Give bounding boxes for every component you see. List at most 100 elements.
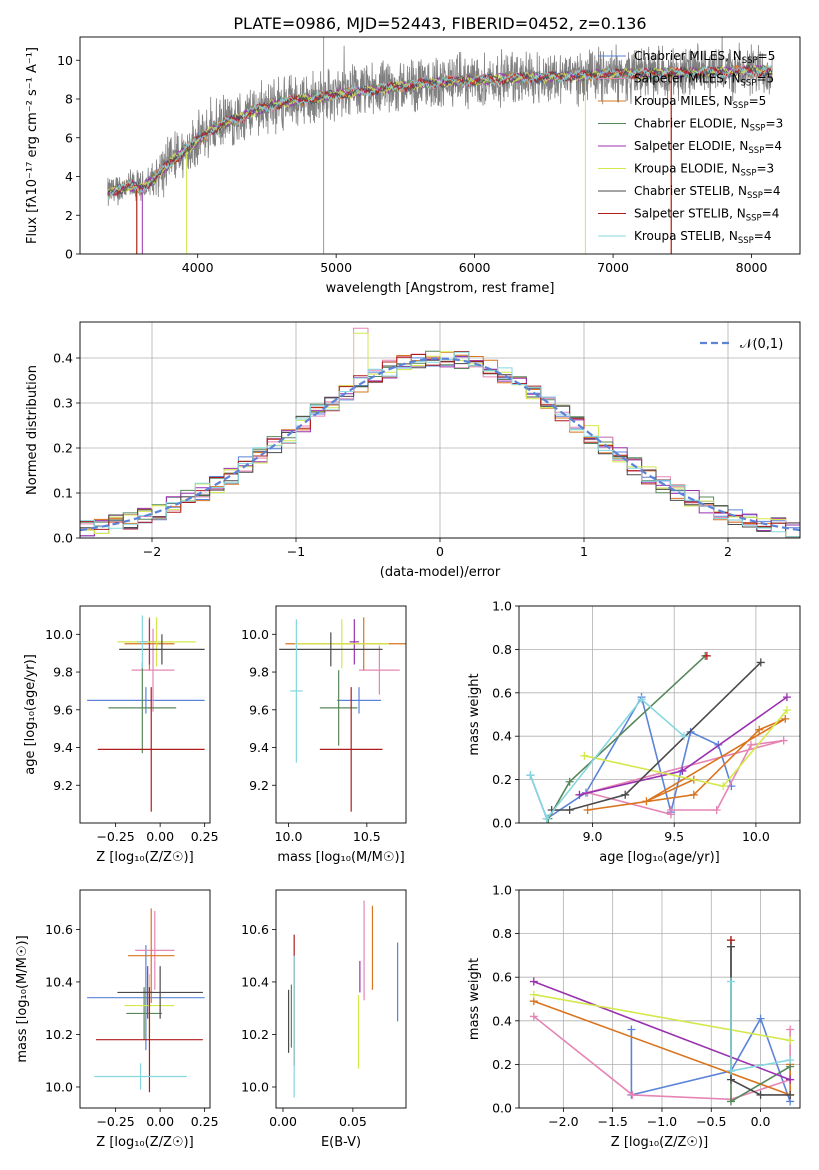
weight-marker xyxy=(786,1036,795,1045)
legend-subscript: SSP xyxy=(746,214,762,224)
x-tick-label: 0.25 xyxy=(191,1114,219,1129)
plot-area xyxy=(526,651,791,823)
model-spectrum xyxy=(107,64,773,200)
y-tick-label: 10.0 xyxy=(45,627,73,642)
legend-count: =4 xyxy=(754,229,772,243)
y-tick-label: 10.6 xyxy=(241,922,269,937)
axes-frame xyxy=(518,889,801,1109)
legend-entry: Kroupa STELIB, NSSP=4 xyxy=(634,229,772,246)
y-tick-label: 10.2 xyxy=(241,1027,269,1042)
y-tick-label: 10.6 xyxy=(45,922,73,937)
plot-area xyxy=(529,936,795,1106)
legend-subscript: SSP xyxy=(738,236,754,246)
weight-marker xyxy=(529,1012,538,1021)
x-tick-label: 2 xyxy=(724,544,732,559)
y-axis-label: mass [log₁₀(M/M☉)] xyxy=(15,935,30,1062)
axes-frame xyxy=(275,605,407,824)
y-tick-label: 0.4 xyxy=(492,1013,512,1028)
legend-count: =4 xyxy=(764,139,782,153)
x-axis-label: Z [log₁₀(Z/Z☉)] xyxy=(96,850,193,865)
x-tick-label: −0.25 xyxy=(96,1114,134,1129)
residual-histogram xyxy=(80,332,800,538)
y-tick-label: 4 xyxy=(65,169,73,184)
x-tick-label: 0.0 xyxy=(751,1114,771,1129)
legend-entry: Salpeter ELODIE, NSSP=4 xyxy=(634,139,782,156)
weight-marker xyxy=(565,777,574,786)
x-tick-label: 9.0 xyxy=(583,829,603,844)
y-axis-label: age [log₁₀(age/yr)] xyxy=(23,654,38,775)
weight-series-line xyxy=(533,993,791,1042)
y-tick-label: 0.2 xyxy=(492,772,512,787)
legend-count: =4 xyxy=(763,184,781,198)
weight-marker xyxy=(583,805,592,814)
x-tick-label: −0.5 xyxy=(696,1114,726,1129)
x-tick-label: 0 xyxy=(436,544,444,559)
weight-marker xyxy=(719,782,728,791)
weight-marker xyxy=(680,732,689,741)
legend-subscript: SSP xyxy=(747,191,763,201)
weight-marker xyxy=(782,706,791,715)
axes-mass_vs_EBV: 0.00 0.05 10.0 10.2 10.4 10.6 E(B-V) xyxy=(241,889,407,1150)
x-axis-label: Z [log₁₀(Z/Z☉)] xyxy=(96,1135,193,1150)
weight-series-line xyxy=(587,718,786,811)
y-tick-label: 10 xyxy=(57,53,73,68)
x-axis-label: mass [log₁₀(M/M☉)] xyxy=(277,850,404,865)
weight-marker xyxy=(781,714,790,723)
y-tick-label: 9.4 xyxy=(249,740,269,755)
y-tick-label: 0.4 xyxy=(492,729,512,744)
axes-frame xyxy=(79,889,211,1109)
gaussian-curve xyxy=(80,357,800,532)
y-axis-label: Normed distribution xyxy=(25,365,40,495)
legend-entry: Salpeter MILES, NSSP=5 xyxy=(634,72,774,89)
x-tick-label: 0.00 xyxy=(146,1114,174,1129)
weight-marker xyxy=(529,977,538,986)
x-tick-label: 0.05 xyxy=(339,1114,367,1129)
y-tick-label: 9.6 xyxy=(249,702,269,717)
y-tick-label: 0.6 xyxy=(492,970,512,985)
legend-count: =3 xyxy=(766,117,784,131)
plot-area xyxy=(107,37,773,254)
y-tick-label: 2 xyxy=(65,208,73,223)
weight-marker xyxy=(755,725,764,734)
y-tick-label: 1.0 xyxy=(492,599,512,614)
weight-marker xyxy=(779,736,788,745)
y-tick-label: 0.0 xyxy=(492,816,512,831)
weight-marker xyxy=(637,695,646,704)
weight-marker xyxy=(756,1090,765,1099)
y-tick-label: 9.8 xyxy=(249,665,269,680)
model-spectrum xyxy=(107,64,773,197)
axes-mass_weight_vs_age: 9.0 9.5 10.0 0.0 0.2 0.4 0.6 0.8 1.0 age [log₁₀(a… xyxy=(467,599,801,865)
weight-marker xyxy=(782,693,791,702)
axes-mass_vs_Z: −0.25 0.00 0.25 10.0 10.2 10.4 10.6 Z [log₁₀(Z/… xyxy=(15,889,219,1150)
residual-histogram xyxy=(80,350,800,538)
legend-subscript: SSP xyxy=(750,124,766,134)
weight-marker xyxy=(726,1075,735,1084)
y-tick-label: 10.4 xyxy=(45,974,73,989)
x-tick-label: 7000 xyxy=(597,260,629,275)
legend-count: =5 xyxy=(758,49,776,63)
y-tick-label: 10.4 xyxy=(241,974,269,989)
y-tick-label: 0.6 xyxy=(492,685,512,700)
y-tick-label: 0.0 xyxy=(492,1101,512,1116)
weight-series-line xyxy=(533,980,791,1081)
y-tick-label: 9.6 xyxy=(53,702,73,717)
x-tick-label: 1 xyxy=(580,544,588,559)
legend-entry: Salpeter STELIB, NSSP=4 xyxy=(634,207,779,224)
legend-subscript: SSP xyxy=(733,101,749,111)
y-tick-label: 9.4 xyxy=(53,740,73,755)
y-tick-label: 6 xyxy=(65,130,73,145)
x-tick-label: 6000 xyxy=(459,260,491,275)
legend-subscript: SSP xyxy=(741,79,757,89)
y-tick-label: 0.0 xyxy=(53,531,73,546)
weight-marker xyxy=(627,1025,636,1034)
weight-marker xyxy=(621,790,630,799)
x-tick-label: 4000 xyxy=(182,260,214,275)
x-tick-label: −1.5 xyxy=(597,1114,627,1129)
y-tick-label: 9.8 xyxy=(53,665,73,680)
weight-marker xyxy=(726,1066,735,1075)
legend-entry: Chabrier MILES, NSSP=5 xyxy=(634,49,775,66)
y-tick-label: 0.2 xyxy=(492,1057,512,1072)
weight-series-line xyxy=(551,661,762,811)
y-tick-label: 0.8 xyxy=(492,642,512,657)
